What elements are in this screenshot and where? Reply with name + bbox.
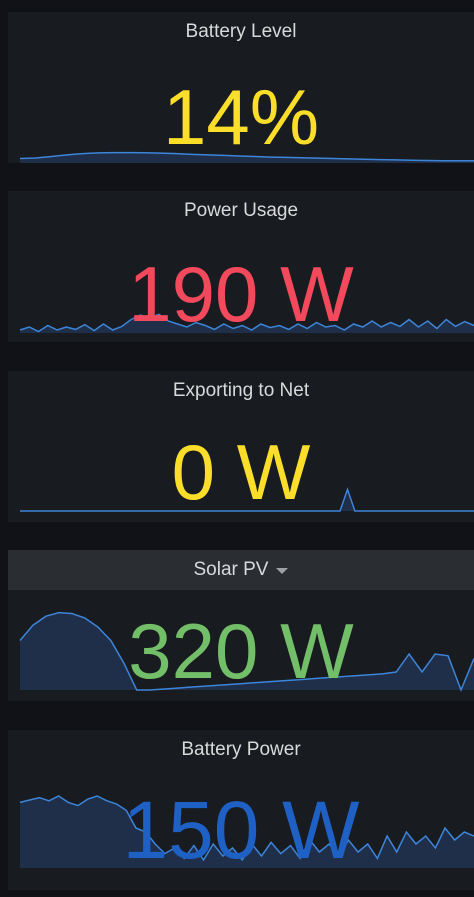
sparkline-area [20,152,474,163]
panel-solar-pv[interactable]: Solar PV 320 W [8,550,474,701]
sparkline-area [20,612,474,690]
panel-title: Battery Power [181,739,301,760]
panel-header[interactable]: Battery Level [8,12,474,52]
sparkline-line [19,313,474,333]
stat-value: 320 W [128,607,354,695]
sparkline-area [20,796,474,868]
panel-battery-level[interactable]: Battery Level 14% [8,12,474,163]
panel-header[interactable]: Exporting to Net [8,371,474,411]
panel-header[interactable]: Battery Power [8,730,474,770]
panel-title: Power Usage [183,200,299,221]
sparkline-power-usage [19,313,474,333]
sparkline-exporting-to-net [20,487,474,512]
stat-value: 0 W [171,428,311,516]
sparkline-line [20,487,474,512]
panel-title: Solar PV [193,559,269,580]
stat-value: 150 W [122,785,360,876]
panel-header[interactable]: Solar PV [8,550,474,590]
stat-value: 14% [162,73,320,161]
panel-battery-power[interactable]: Battery Power 150 W [8,730,474,890]
chevron-down-icon[interactable] [276,568,289,574]
sparkline-battery-level [19,151,474,163]
sparkline-line [19,151,474,162]
panel-exporting-to-net[interactable]: Exporting to Net 0 W [8,371,474,522]
panel-title: Battery Level [185,21,297,42]
panel-power-usage[interactable]: Power Usage 190 W [8,191,474,342]
sparkline-solar-pv [19,611,474,693]
sparkline-battery-power [19,795,474,868]
stat-value: 190 W [128,250,354,338]
panel-title: Exporting to Net [172,380,310,401]
sparkline-line [19,795,474,862]
panel-header[interactable]: Power Usage [8,191,474,231]
sparkline-line [19,611,474,693]
